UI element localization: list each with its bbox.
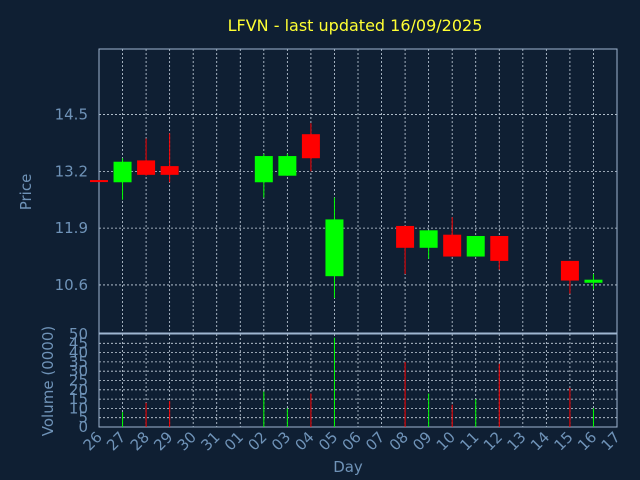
candles <box>90 123 603 299</box>
candle-body <box>419 230 438 248</box>
volume-tick-label: 40 <box>69 344 88 362</box>
volume-tick-label: 30 <box>69 362 88 380</box>
volume-tick-label: 20 <box>69 381 88 399</box>
candle-body <box>301 134 320 159</box>
candle-body <box>325 219 344 277</box>
volume-tick-label: 0 <box>78 418 88 436</box>
price-axis-label: Price <box>17 174 35 211</box>
price-panel-frame <box>98 48 618 334</box>
price-tick-label: 13.2 <box>55 162 88 180</box>
volume-panel-frame <box>98 333 618 428</box>
volume-tick-label: 10 <box>69 399 88 417</box>
volume-axis-label: Volume (0000) <box>39 326 57 436</box>
candle-body <box>113 161 132 183</box>
volume-tick-label: 45 <box>69 334 88 352</box>
candle-body <box>584 279 603 283</box>
volume-bars <box>122 337 594 427</box>
candle-body <box>466 236 485 257</box>
candle-body <box>490 236 509 261</box>
candle-body <box>560 260 579 281</box>
candle-body <box>396 225 415 248</box>
candle-body <box>278 156 297 176</box>
candle-body <box>443 234 462 257</box>
day-tick-labels: 2627282930310102030405060708091011121314… <box>80 428 624 454</box>
candle-body <box>160 166 179 175</box>
volume-tick-label: 15 <box>69 390 88 408</box>
x-axis-label: Day <box>333 458 363 476</box>
candle-body <box>254 156 273 183</box>
candle-body <box>137 160 156 175</box>
price-tick-labels: 10.6 11.9 13.2 14.5 <box>55 106 88 294</box>
volume-tick-label: 50 <box>69 325 88 343</box>
volume-tick-label: 25 <box>69 372 88 390</box>
chart-title: LFVN - last updated 16/09/2025 <box>228 16 483 35</box>
candle-body <box>90 180 108 183</box>
price-tick-label: 11.9 <box>55 219 88 237</box>
volume-tick-label: 5 <box>78 409 88 427</box>
price-tick-label: 10.6 <box>55 276 88 294</box>
price-tick-label: 14.5 <box>55 106 88 124</box>
volume-tick-label: 35 <box>69 353 88 371</box>
